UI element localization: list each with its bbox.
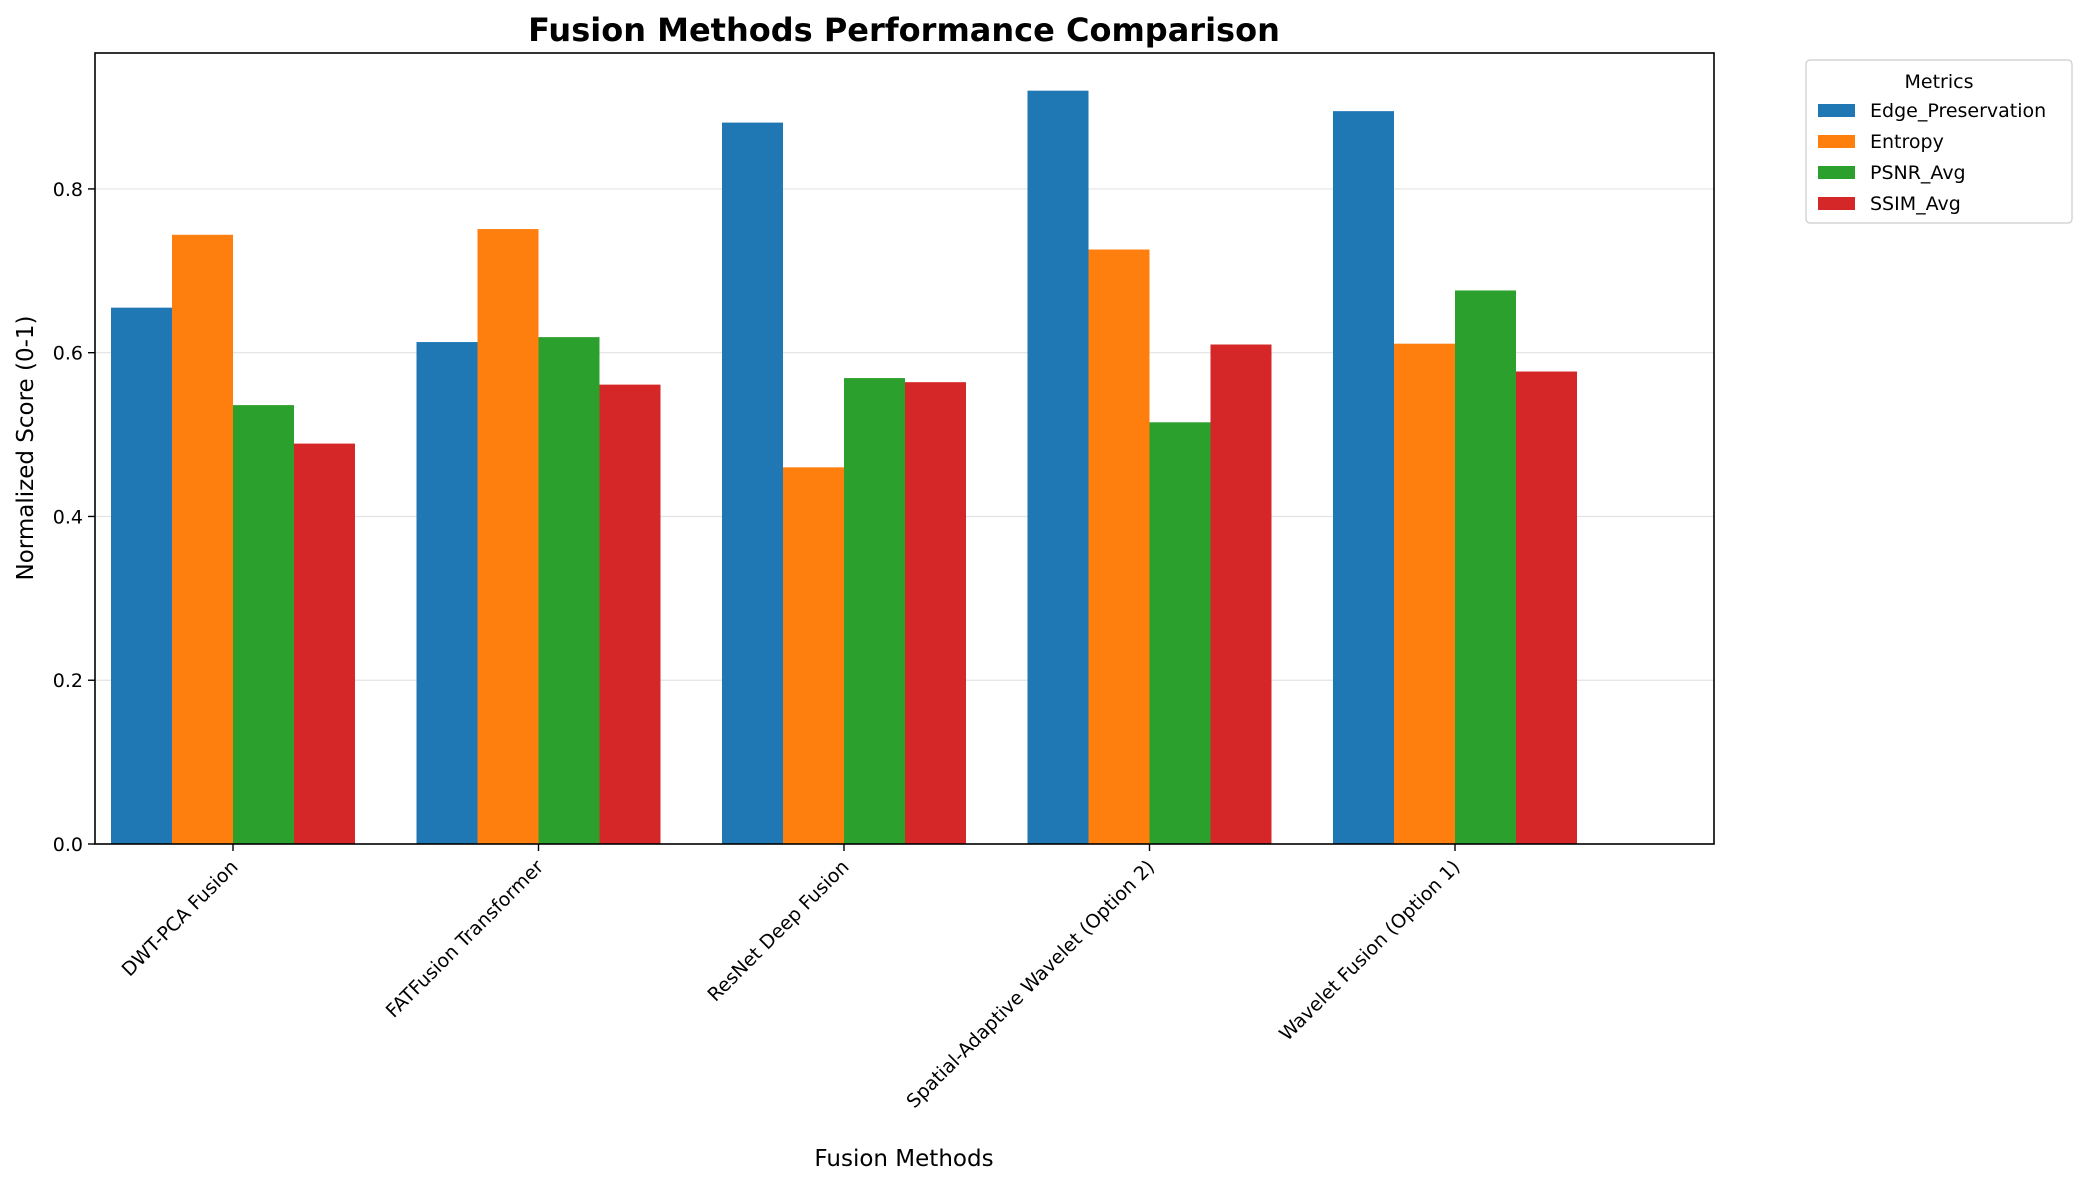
bar-edge-preservation-3: [1027, 90, 1089, 844]
y-axis-label: Normalized Score (0-1): [13, 316, 39, 581]
bar-entropy-0: [172, 234, 233, 845]
bar-ssim-avg-4: [1516, 371, 1577, 844]
legend-label: Entropy: [1870, 131, 1944, 153]
chart-title: Fusion Methods Performance Comparison: [528, 11, 1280, 49]
bar-entropy-1: [477, 229, 539, 844]
legend-swatch: [1818, 104, 1855, 117]
legend-items: Edge_Preservation Entropy PSNR_Avg SSIM_Avg: [1818, 100, 2046, 215]
x-tick-label: DWT-PCA Fusion: [118, 856, 243, 981]
y-tick-label: 0.6: [53, 343, 83, 365]
x-tick-label: Spatial-Adaptive Wavelet (Option 2): [902, 856, 1159, 1113]
bar-edge-preservation-1: [416, 342, 478, 844]
legend: Metrics Edge_Preservation Entropy PSNR_Avg…: [1805, 59, 2073, 224]
x-axis-label: Fusion Methods: [814, 1146, 993, 1172]
bar-edge-preservation-0: [111, 307, 172, 844]
bar-ssim-avg-2: [905, 382, 966, 844]
legend-swatch: [1818, 135, 1855, 148]
bar-ssim-avg-3: [1210, 344, 1272, 844]
y-tick-label: 0.4: [53, 506, 83, 528]
bar-psnr-avg-4: [1455, 290, 1516, 845]
x-axis-ticks: DWT-PCA Fusion FATFusion Transformer ResNe…: [118, 844, 1465, 1113]
legend-title: Metrics: [1905, 71, 1974, 93]
legend-label: SSIM_Avg: [1870, 193, 1961, 215]
bar-psnr-avg-2: [844, 378, 905, 844]
y-axis-ticks: 0.0 0.2 0.4 0.6 0.8: [53, 179, 95, 856]
x-tick-label: FATFusion Transformer: [382, 856, 548, 1022]
bar-entropy-3: [1088, 249, 1150, 845]
bar-psnr-avg-0: [233, 405, 294, 844]
legend-label: PSNR_Avg: [1870, 162, 1966, 184]
bar-ssim-avg-0: [294, 443, 355, 844]
x-tick-label: Wavelet Fusion (Option 1): [1275, 856, 1464, 1045]
bar-entropy-4: [1394, 343, 1455, 844]
legend-swatch: [1818, 166, 1855, 179]
legend-box: [1805, 59, 2073, 224]
bar-ssim-avg-1: [599, 384, 661, 844]
legend-label: Edge_Preservation: [1870, 100, 2046, 122]
bar-entropy-2: [783, 467, 844, 844]
bar-edge-preservation-4: [1333, 111, 1394, 844]
y-tick-label: 0.0: [53, 834, 83, 856]
y-tick-label: 0.2: [53, 670, 83, 692]
y-tick-label: 0.8: [53, 179, 83, 201]
bars: [111, 90, 1577, 845]
plot-area-frame: [94, 52, 1715, 845]
bar-psnr-avg-3: [1149, 422, 1211, 844]
x-tick-label: ResNet Deep Fusion: [703, 856, 853, 1006]
legend-swatch: [1818, 197, 1855, 210]
bar-psnr-avg-1: [538, 337, 600, 844]
bar-edge-preservation-2: [722, 122, 783, 845]
